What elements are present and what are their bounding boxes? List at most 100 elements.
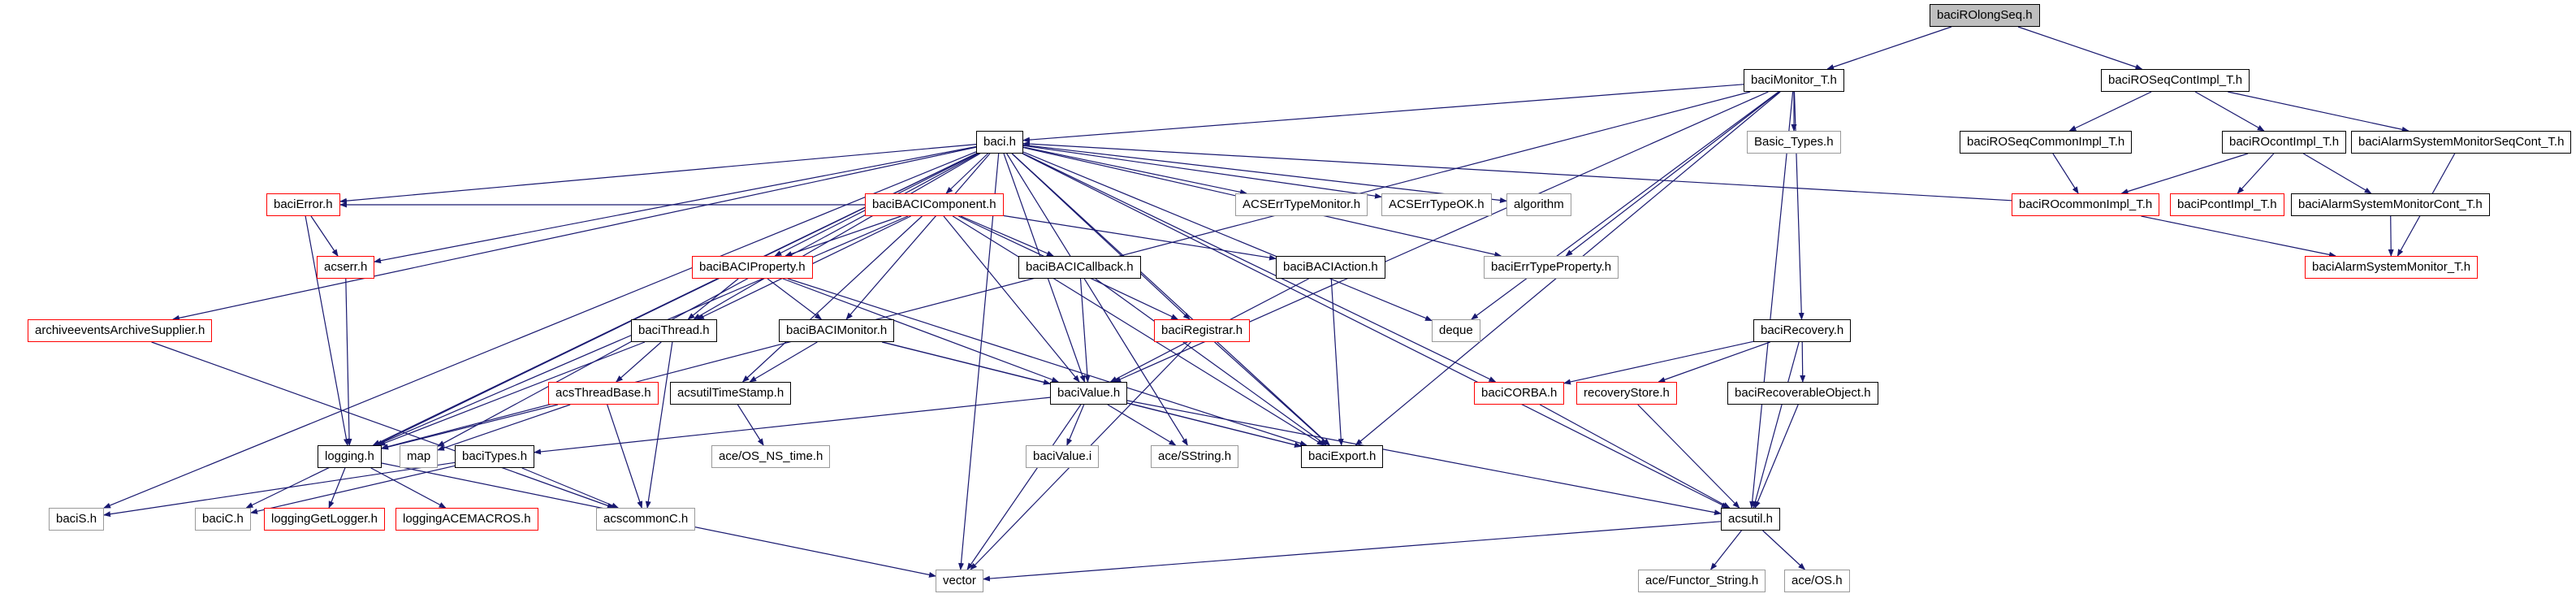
edge-Types-to-S [103, 462, 456, 518]
edge-acsutil-to-OS [1762, 530, 1806, 570]
edge-Monitor_T-to-Recovery [1793, 91, 1804, 320]
edge-baci-to-S [103, 151, 977, 509]
edge-Thread-to-ThreadBase [616, 341, 662, 383]
graph-node-Basic_Types[interactable]: Basic_Types.h [1747, 131, 1841, 154]
edge-ASMCont-to-ASM_T [2388, 215, 2394, 257]
edge-acsutil-to-vector [983, 521, 1722, 582]
edge-baci-to-archive [171, 146, 977, 321]
graph-node-CORBA[interactable]: baciCORBA.h [1474, 382, 1565, 405]
graph-node-ASMCont[interactable]: baciAlarmSystemMonitorCont_T.h [2291, 193, 2490, 216]
graph-node-acscommonC[interactable]: acscommonC.h [596, 508, 696, 531]
graph-node-ROcontImpl[interactable]: baciROcontImpl_T.h [2222, 131, 2347, 154]
graph-node-BACICallback[interactable]: baciBACICallback.h [1018, 256, 1141, 279]
graph-node-Types[interactable]: baciTypes.h [455, 445, 535, 468]
edge-BACIComponent-to-BACICallback [960, 215, 1054, 257]
edge-Thread-to-acscommonC [645, 341, 673, 509]
graph-node-C[interactable]: baciC.h [195, 508, 251, 531]
graph-node-recoveryStore[interactable]: recoveryStore.h [1576, 382, 1677, 405]
graph-node-vector[interactable]: vector [936, 570, 983, 592]
edge-Value-to-Types [534, 396, 1051, 455]
graph-node-ROSeqContImpl[interactable]: baciROSeqContImpl_T.h [2101, 69, 2250, 92]
graph-node-ROcommonImpl[interactable]: baciROcommonImpl_T.h [2012, 193, 2160, 216]
graph-node-GetLogger[interactable]: loggingGetLogger.h [264, 508, 385, 531]
graph-node-ROSeqCommonImpl[interactable]: baciROSeqCommonImpl_T.h [1960, 131, 2133, 154]
edge-ROSeqContImpl-to-ROcontImpl [2194, 91, 2265, 132]
edge-CORBA-to-acsutil [1539, 404, 1731, 509]
edge-baci-to-vector [958, 153, 1000, 570]
graph-node-ACEMACROS[interactable]: loggingACEMACROS.h [395, 508, 538, 531]
graph-node-SString[interactable]: ace/SString.h [1151, 445, 1239, 468]
graph-node-ErrTypeProperty[interactable]: baciErrTypeProperty.h [1484, 256, 1619, 279]
graph-node-logging[interactable]: logging.h [318, 445, 382, 468]
edge-ROSeqContImpl-to-ASMSeqCont [2228, 91, 2410, 132]
edge-BACIComponent-to-BACIAction [1003, 214, 1277, 261]
graph-node-Monitor_T[interactable]: baciMonitor_T.h [1744, 69, 1844, 92]
graph-node-ASM_T[interactable]: baciAlarmSystemMonitor_T.h [2305, 256, 2479, 279]
edge-ROcommonImpl-to-baci [1022, 141, 2012, 202]
edge-recoveryStore-to-acsutil [1637, 404, 1740, 509]
graph-node-Export[interactable]: baciExport.h [1301, 445, 1384, 468]
graph-node-Functor_String[interactable]: ace/Functor_String.h [1638, 570, 1766, 592]
edge-BACIProperty-to-Value [782, 278, 1060, 383]
edge-ThreadBase-to-logging [381, 404, 559, 450]
edge-ThreadBase-to-map [437, 404, 571, 451]
graph-node-ACSErrTypeMonitor[interactable]: ACSErrTypeMonitor.h [1235, 193, 1368, 216]
edge-BACIComponent-to-Export [952, 215, 1325, 446]
edge-BACICallback-to-Export [1095, 278, 1327, 446]
graph-node-Value[interactable]: baciValue.h [1050, 382, 1128, 405]
graph-node-PcontImpl[interactable]: baciPcontImpl_T.h [2170, 193, 2284, 216]
edge-Monitor_T-to-acsutil [1749, 91, 1794, 509]
edge-Types-to-acscommonC [521, 467, 620, 509]
edge-logging-to-ACEMACROS [370, 467, 447, 509]
edge-baci-to-Thread [693, 153, 981, 320]
edge-logging-to-GetLogger [328, 467, 346, 509]
graph-node-TimeStamp[interactable]: acsutilTimeStamp.h [670, 382, 792, 405]
edge-BACIProperty-to-Export [787, 278, 1307, 446]
edge-ROSeqCommonImpl-to-ROcommonImpl [2052, 153, 2079, 194]
graph-node-RecoverableObject[interactable]: baciRecoverableObject.h [1727, 382, 1878, 405]
graph-node-OS[interactable]: ace/OS.h [1784, 570, 1850, 592]
graph-node-acsutil[interactable]: acsutil.h [1721, 508, 1781, 531]
edge-Recovery-to-RecoverableObject [1800, 341, 1806, 383]
graph-node-OS_NS_time[interactable]: ace/OS_NS_time.h [711, 445, 831, 468]
graph-node-BACIMonitor[interactable]: baciBACIMonitor.h [779, 319, 895, 342]
graph-node-Value_i[interactable]: baciValue.i [1026, 445, 1100, 468]
graph-node-ROlongSeq: baciROlongSeq.h [1930, 4, 2040, 27]
graph-node-Error[interactable]: baciError.h [266, 193, 340, 216]
edge-ThreadBase-to-acscommonC [607, 404, 643, 509]
edge-BACIComponent-to-Value [943, 215, 1080, 383]
edge-acserr-to-logging [345, 278, 352, 446]
graph-node-Registrar[interactable]: baciRegistrar.h [1154, 319, 1251, 342]
graph-node-archive[interactable]: archiveeventsArchiveSupplier.h [28, 319, 213, 342]
graph-node-BACIAction[interactable]: baciBACIAction.h [1276, 256, 1385, 279]
edge-Value-to-Export [1126, 402, 1302, 448]
edge-baci-to-acserr [374, 145, 977, 264]
graph-node-algorithm[interactable]: algorithm [1506, 193, 1571, 216]
edge-archive-to-acscommonC [151, 341, 615, 509]
edge-Value-to-vector [966, 404, 1082, 570]
graph-node-acserr[interactable]: acserr.h [317, 256, 375, 279]
edge-RecoverableObject-to-acsutil [1754, 404, 1799, 509]
graph-node-BACIComponent[interactable]: baciBACIComponent.h [865, 193, 1004, 216]
graph-node-ThreadBase[interactable]: acsThreadBase.h [548, 382, 659, 405]
edge-baci-to-Error [339, 144, 977, 204]
graph-node-baci[interactable]: baci.h [976, 131, 1024, 154]
edge-BACICallback-to-Value [1079, 278, 1091, 383]
edge-BACIComponent-to-TimeStamp [741, 215, 923, 383]
edge-BACIProperty-to-Thread [687, 278, 739, 320]
edge-ROSeqContImpl-to-ROSeqCommonImpl [2068, 91, 2152, 132]
edge-baci-to-SString [1006, 153, 1188, 446]
edge-baci-to-CORBA [1022, 153, 1497, 383]
edge-Registrar-to-Export [1214, 341, 1330, 446]
graph-node-deque[interactable]: deque [1432, 319, 1480, 342]
graph-node-Thread[interactable]: baciThread.h [631, 319, 717, 342]
graph-node-ASMSeqCont[interactable]: baciAlarmSystemMonitorSeqCont_T.h [2351, 131, 2572, 154]
graph-node-map[interactable]: map [400, 445, 439, 468]
graph-node-S[interactable]: baciS.h [49, 508, 105, 531]
graph-node-ACSErrTypeOK[interactable]: ACSErrTypeOK.h [1381, 193, 1492, 216]
edge-BACIProperty-to-BACIMonitor [767, 278, 823, 320]
graph-node-Recovery[interactable]: baciRecovery.h [1753, 319, 1852, 342]
graph-node-BACIProperty[interactable]: baciBACIProperty.h [692, 256, 813, 279]
edge-ROcontImpl-to-ROcommonImpl [2120, 153, 2249, 194]
